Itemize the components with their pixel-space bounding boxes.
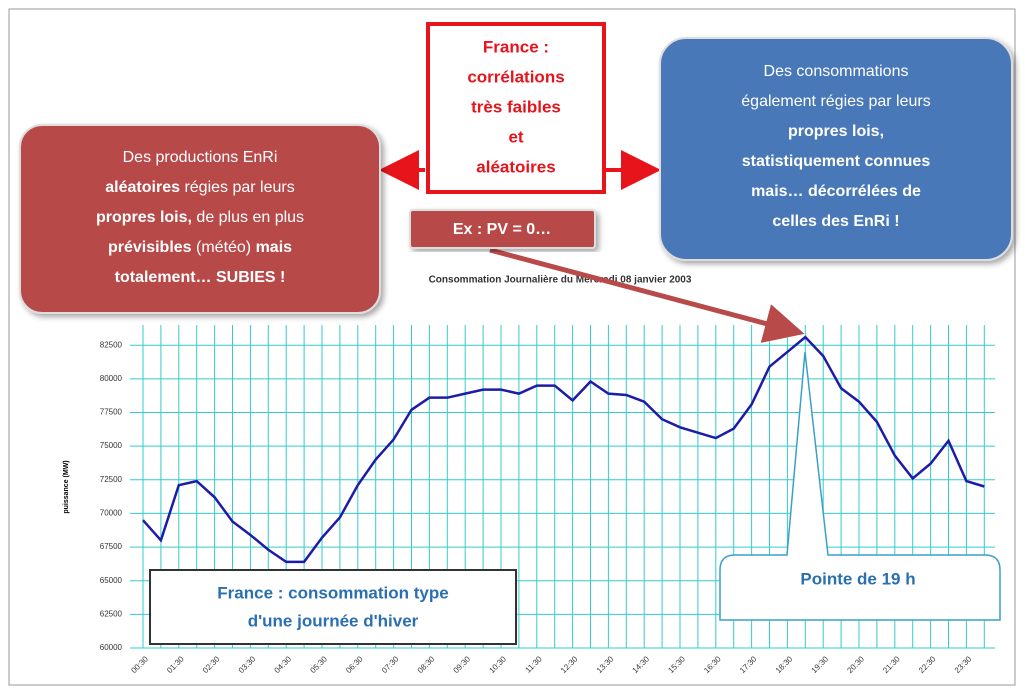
- series-line: [142, 335, 985, 564]
- right-text: propres lois,: [788, 123, 884, 140]
- y-tick-label: 67500: [100, 542, 123, 551]
- left-text: totalement… SUBIES !: [115, 269, 286, 286]
- arrow-peak: [489, 247, 805, 343]
- x-tick-label: 11:30: [524, 654, 544, 674]
- y-tick-label: 82500: [100, 340, 123, 349]
- left-text: Des productions EnRi: [123, 149, 278, 166]
- x-tick-label: 23:30: [953, 654, 974, 675]
- right-text: statistiquement connues: [742, 153, 931, 170]
- right-text: mais… décorrélées de: [751, 183, 921, 200]
- left-text: prévisibles (météo) mais: [108, 239, 292, 256]
- y-tick-label: 62500: [100, 609, 123, 618]
- x-tick-label: 19:30: [810, 654, 831, 675]
- chart-title: Consommation Journalière du Mercredi 08 …: [429, 275, 692, 286]
- text-run: propres lois,: [96, 209, 192, 226]
- text-run: celles des EnRi !: [772, 213, 899, 230]
- text-run: aléatoires: [105, 179, 180, 196]
- text-run: de plus en plus: [192, 209, 304, 226]
- right-text: celles des EnRi !: [772, 213, 899, 230]
- left-text: propres lois, de plus en plus: [96, 209, 304, 226]
- x-tick-label: 14:30: [631, 654, 652, 675]
- center-text: corrélations: [467, 67, 564, 86]
- x-tick-label: 08:30: [416, 654, 437, 675]
- y-tick-label: 80000: [100, 374, 123, 383]
- example-text: Ex : PV = 0…: [453, 221, 551, 238]
- text-run: Des productions EnRi: [123, 149, 278, 166]
- peak-text: Pointe de 19 h: [800, 569, 915, 588]
- x-tick-label: 00:30: [129, 654, 150, 675]
- text-run: totalement… SUBIES !: [115, 269, 286, 286]
- winter-text: France : consommation type: [217, 583, 448, 602]
- x-tick-label: 06:30: [344, 654, 365, 675]
- center-text: très faibles: [471, 97, 561, 116]
- x-tick-label: 09:30: [452, 654, 473, 675]
- x-tick-label: 02:30: [201, 654, 222, 675]
- frame: [8, 8, 1016, 686]
- x-tick-label: 13:30: [595, 654, 616, 675]
- x-tick-label: 03:30: [237, 654, 258, 675]
- x-tick-label: 01:30: [165, 654, 186, 675]
- y-tick-label: 65000: [100, 576, 123, 585]
- center-text: aléatoires: [476, 157, 555, 176]
- text-run: Des consommations: [764, 63, 909, 80]
- text-run: propres lois,: [788, 123, 884, 140]
- right-text: également régies par leurs: [741, 93, 930, 110]
- text-run: mais… décorrélées de: [751, 183, 921, 200]
- left-text: aléatoires régies par leurs: [105, 179, 294, 196]
- overlay: France : corrélations très faibles et aléato…: [19, 22, 1013, 645]
- text-run: (météo): [192, 239, 256, 256]
- x-tick-label: 17:30: [738, 654, 759, 675]
- x-tick-label: 04:30: [273, 654, 294, 675]
- winter-box: [149, 569, 517, 645]
- left-box: [19, 124, 381, 314]
- x-tick-label: 20:30: [845, 654, 866, 675]
- text-run: statistiquement connues: [742, 153, 931, 170]
- x-tick-label: 15:30: [666, 654, 687, 675]
- right-box: [659, 37, 1013, 261]
- center-text: et: [508, 127, 523, 146]
- x-tick-label: 18:30: [774, 654, 795, 675]
- right-text: Des consommations: [764, 63, 909, 80]
- center-text: France :: [483, 37, 549, 56]
- text-run: mais: [256, 239, 293, 256]
- x-tick-label: 07:30: [380, 654, 401, 675]
- winter-text: d'une journée d'hiver: [248, 611, 419, 630]
- y-tick-label: 77500: [100, 408, 123, 417]
- x-tick-label: 10:30: [487, 654, 508, 675]
- text-run: également régies par leurs: [741, 93, 930, 110]
- x-tick-label: 21:30: [881, 654, 902, 675]
- x-tick-label: 22:30: [917, 654, 938, 675]
- text-run: prévisibles: [108, 239, 192, 256]
- example-box: [409, 209, 596, 249]
- y-axis-label: puissance (MW): [63, 460, 70, 513]
- x-tick-label: 16:30: [702, 654, 723, 675]
- y-tick-label: 72500: [100, 475, 123, 484]
- y-tick-label: 75000: [100, 441, 123, 450]
- peak-callout: [719, 351, 1001, 621]
- text-run: régies par leurs: [180, 179, 295, 196]
- x-tick-label: 12:30: [559, 654, 580, 675]
- center-box: [426, 22, 606, 194]
- x-tick-label: 05:30: [308, 654, 329, 675]
- y-tick-label: 60000: [100, 643, 123, 652]
- y-tick-label: 70000: [100, 509, 123, 518]
